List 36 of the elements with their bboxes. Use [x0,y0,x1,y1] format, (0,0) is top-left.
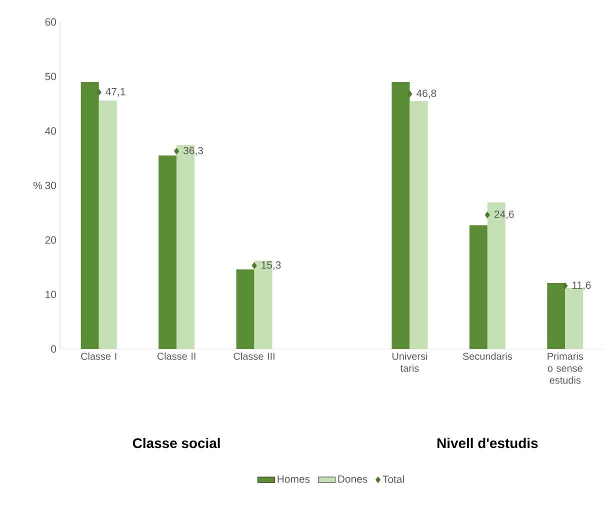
text: Classe social [132,438,220,448]
data-label: 46,8 [416,90,436,98]
y-tick-label: 20 [45,236,56,244]
bar [469,225,488,349]
bar [392,82,410,349]
y-tick-label: 30 [45,182,56,190]
x-tick-label: Classe I [81,352,116,360]
x-tick-label: Secundaris [462,352,512,360]
bar [158,156,177,349]
legend-label: Dones [338,475,368,483]
data-label: 11,6 [572,281,591,290]
legend-label: Homes [278,475,310,483]
x-tick-label: Primaris o sense estudis [548,352,584,384]
y-tick-label: 50 [45,72,56,80]
point [174,148,180,155]
point [96,88,102,96]
y-tick-label: 60 [45,18,56,26]
point [484,212,490,218]
x-tick-label: Classe II [157,352,196,360]
bar [236,269,254,349]
bar [98,100,117,349]
bar [410,101,428,349]
data-label: 47,1 [106,88,126,97]
y-tick-label: 0 [51,345,56,353]
point [252,262,257,270]
point [407,90,412,98]
y-tick-label: 40 [45,127,56,135]
bar [547,283,566,349]
x-tick-label: Classe III [234,352,274,360]
y-axis-title: % [34,182,42,190]
text: Nivell d'estudis [437,438,538,448]
point [562,282,568,290]
y-tick-label: 10 [46,290,56,298]
bar [80,82,99,349]
x-tick-label: Universi taris [392,352,428,372]
legend-label: Total [382,475,404,483]
